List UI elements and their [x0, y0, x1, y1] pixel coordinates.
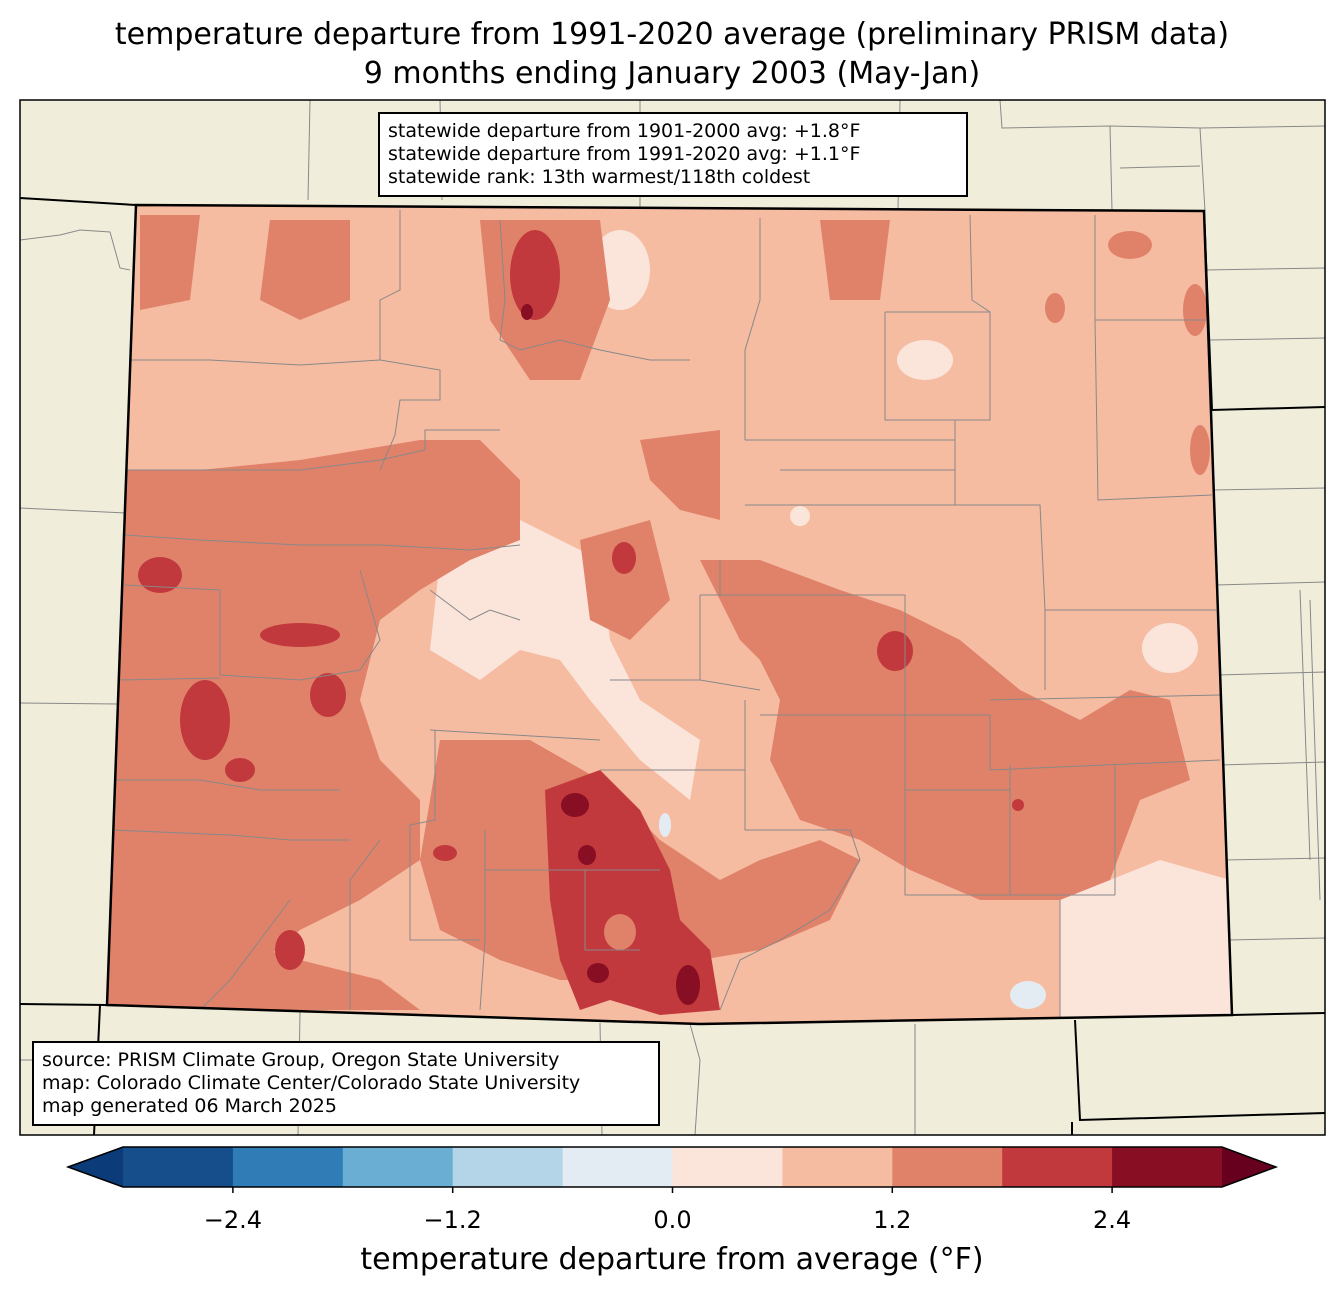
colorbar-bin — [1112, 1147, 1223, 1187]
stats-line-1: statewide departure from 1901-2000 avg: … — [388, 120, 861, 142]
colorbar-tick-label: 1.2 — [873, 1206, 912, 1234]
source-box: source: PRISM Climate Group, Oregon Stat… — [32, 1041, 660, 1126]
colorbar-bin — [123, 1147, 234, 1187]
colorado-state-border — [105, 203, 1234, 1026]
colorbar-outline — [65, 1146, 1279, 1188]
source-line-3: map generated 06 March 2025 — [42, 1095, 337, 1117]
colorbar-tick-label: 0.0 — [653, 1206, 692, 1234]
colorbar-tick-label: −1.2 — [423, 1206, 482, 1234]
statewide-stats-box: statewide departure from 1901-2000 avg: … — [378, 112, 968, 197]
anomaly-cooler-pocket — [604, 914, 636, 950]
colorbar-extend-low — [68, 1147, 123, 1187]
colorado-county-lines — [111, 210, 1221, 1020]
colorbar-bin — [342, 1147, 454, 1187]
colorbar-bin — [562, 1147, 673, 1187]
anomaly-below-zero-regions — [659, 813, 1046, 1009]
colorbar-bin — [672, 1147, 783, 1187]
map-title-line1: temperature departure from 1991-2020 ave… — [114, 17, 1230, 52]
colorbar-extend-high — [1222, 1147, 1276, 1187]
stats-line-2: statewide departure from 1991-2020 avg: … — [388, 143, 861, 165]
colorbar-bin — [452, 1147, 564, 1187]
colorbar-tick-label: 2.4 — [1093, 1206, 1132, 1234]
colorbar-label: temperature departure from average (°F) — [360, 1242, 984, 1277]
map-title-line2: 9 months ending January 2003 (May-Jan) — [363, 56, 981, 91]
anomaly-1.8-2.4-regions — [138, 230, 1024, 1015]
source-line-1: source: PRISM Climate Group, Oregon Stat… — [42, 1049, 560, 1071]
colorbar-bin — [892, 1147, 1003, 1187]
stats-line-3: statewide rank: 13th warmest/118th colde… — [388, 166, 811, 188]
temperature-anomaly-field — [107, 205, 1232, 1024]
map-frame-content — [20, 100, 1325, 1135]
source-line-2: map: Colorado Climate Center/Colorado St… — [42, 1072, 581, 1094]
colorbar-tick-label: −2.4 — [203, 1206, 263, 1234]
colorbar-bin — [1002, 1147, 1113, 1187]
anomaly-above-2.4-regions — [521, 304, 700, 1005]
colorbar-bin — [232, 1147, 344, 1187]
map-frame-border — [19, 99, 1326, 1136]
colorbar — [65, 1146, 1279, 1193]
colorbar-bin — [782, 1147, 893, 1187]
